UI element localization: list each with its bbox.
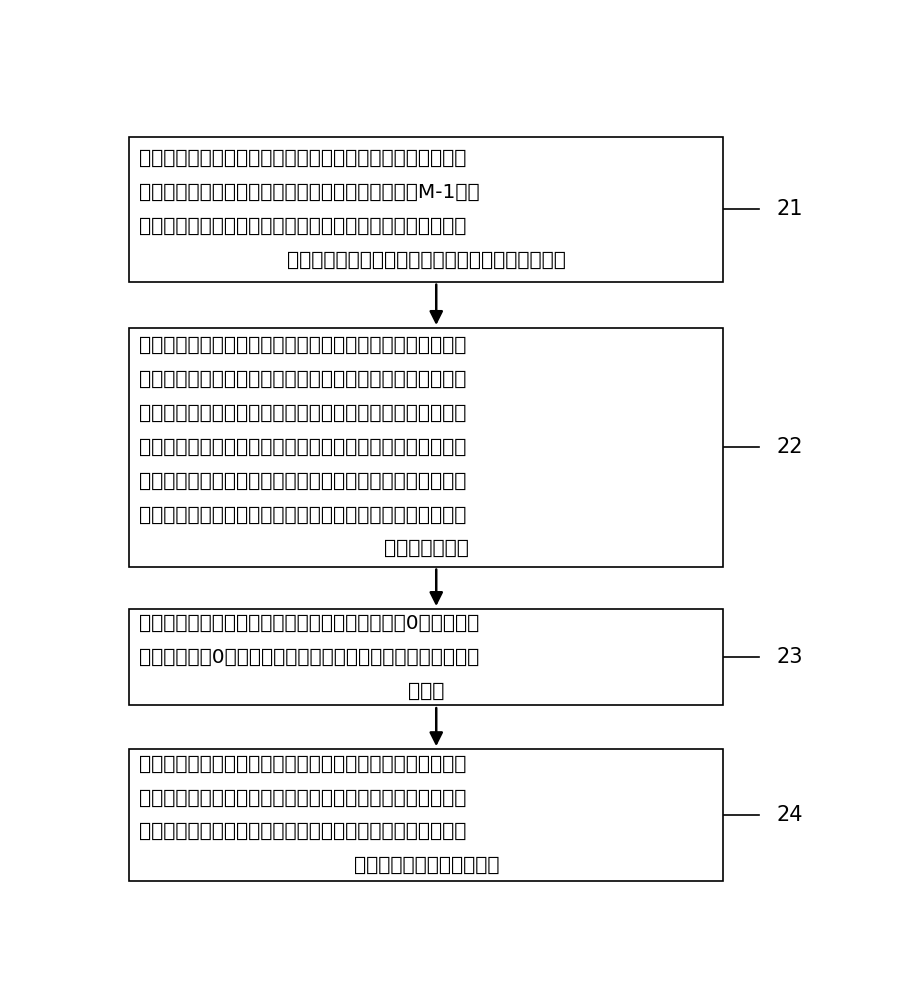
Bar: [129, 328, 723, 567]
Text: 班在保证各航班之间的距离间隔大于安全距离间隔、各航班之: 班在保证各航班之间的距离间隔大于安全距离间隔、各航班之: [140, 472, 467, 491]
Text: 当所述双跑道航班元胞自动机模型中的航班位于第0个元胞时，: 当所述双跑道航班元胞自动机模型中的航班位于第0个元胞时，: [140, 614, 479, 633]
Text: 航班元胞自动机模型中的各航班的飞行速度、飞行距离以及降: 航班元胞自动机模型中的各航班的飞行速度、飞行距离以及降: [140, 404, 467, 423]
Text: 航班着陆实时调度结果输出: 航班着陆实时调度结果输出: [353, 856, 499, 875]
Text: 双跑道航班元胞自动机模型中所述航班的着陆顺序作为双跑道: 双跑道航班元胞自动机模型中所述航班的着陆顺序作为双跑道: [140, 822, 467, 841]
Text: 中移除: 中移除: [409, 681, 445, 700]
Text: 航班与所述机场之间的距离以及各航班所在航线对所述双跑道: 航班与所述机场之间的距离以及各航班所在航线对所述双跑道: [140, 370, 467, 389]
Text: 间的时间间隔大于安全时间间隔的前提下使延迟着陆代价和提: 间的时间间隔大于安全时间间隔的前提下使延迟着陆代价和提: [140, 506, 467, 525]
Text: 根据所述双跑道航班元胞自动机模型中各航班之间的间隔、各: 根据所述双跑道航班元胞自动机模型中各航班之间的间隔、各: [140, 336, 467, 355]
Text: 前着陆代价最小: 前着陆代价最小: [384, 539, 468, 558]
Text: 停止更新所述双跑道航班元胞自动机模型，并将更新后的所述: 停止更新所述双跑道航班元胞自动机模型，并将更新后的所述: [140, 788, 467, 807]
Text: 在每个时刻检查所述机场的航班数据，将到达所述机场终端区: 在每个时刻检查所述机场的航班数据，将到达所述机场终端区: [140, 149, 467, 168]
Text: 当所述双跑道航班元胞自动机模型中不存在未降落的航班时，: 当所述双跑道航班元胞自动机模型中不存在未降落的航班时，: [140, 755, 467, 774]
Text: 23: 23: [776, 647, 804, 667]
Text: 将所述位于第0个元胞的航班从所述双跑道航班元胞自动机模型: 将所述位于第0个元胞的航班从所述双跑道航班元胞自动机模型: [140, 648, 479, 667]
Text: 落跑道进行更新，以使所述双跑道航班元胞自动机模型中各航: 落跑道进行更新，以使所述双跑道航班元胞自动机模型中各航: [140, 438, 467, 457]
Text: 胞中，其中，到达所述机场终端区边界的航班对应的元胞序列: 胞中，其中，到达所述机场终端区边界的航班对应的元胞序列: [140, 217, 467, 236]
Text: 24: 24: [776, 805, 804, 825]
Text: 22: 22: [776, 437, 804, 457]
Text: 根据到达所述机场终端区边界的航班的预定航线确定: 根据到达所述机场终端区边界的航班的预定航线确定: [287, 251, 566, 270]
Bar: [129, 749, 723, 881]
Text: 21: 21: [776, 199, 804, 219]
Bar: [129, 137, 723, 282]
Text: 边界的航班放入所述双跑道航班元胞自动机模型的第M-1个元: 边界的航班放入所述双跑道航班元胞自动机模型的第M-1个元: [140, 183, 480, 202]
Bar: [129, 609, 723, 705]
